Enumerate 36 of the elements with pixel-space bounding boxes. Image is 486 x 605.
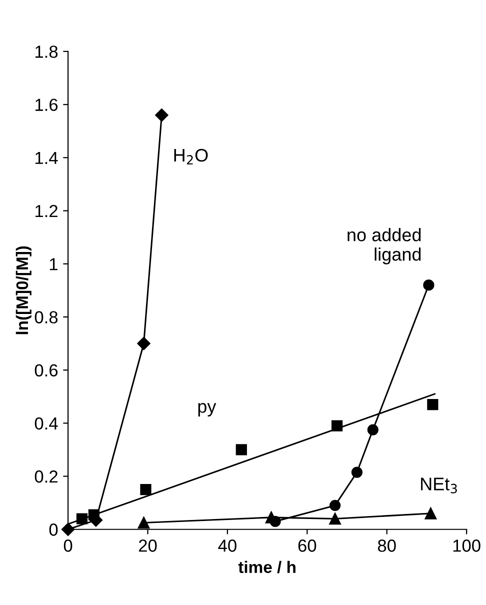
y-tick-label: 1: [50, 258, 58, 270]
y-tick-label: 1.2: [36, 204, 58, 218]
x-axis-title: time / h: [238, 560, 296, 574]
x-tick-label: 60: [298, 540, 316, 552]
point: [137, 336, 150, 350]
point: [367, 424, 378, 436]
y-tick-label: 1.8: [36, 46, 58, 58]
point: [138, 516, 150, 529]
series-label: NEt$_{3}$: [421, 478, 457, 494]
x-tick-label: 80: [378, 540, 396, 552]
point: [423, 280, 434, 291]
point: [76, 513, 88, 524]
point: [155, 108, 168, 122]
point: [424, 508, 437, 520]
point: [61, 522, 75, 536]
y-tick-label: 0.6: [34, 364, 58, 377]
series-label: H$_{2}$O: [174, 148, 208, 164]
y-tick-label: 0: [49, 524, 58, 536]
point: [427, 399, 438, 410]
series-label: no added ligand: [348, 228, 421, 264]
x-tick-label: 40: [218, 540, 236, 552]
y-tick-label: 0.4: [34, 417, 58, 430]
x-tick-label: 0: [64, 540, 72, 552]
y-tick-label: 1.6: [36, 98, 58, 111]
y-tick-label: 0.8: [34, 311, 58, 324]
point: [140, 484, 152, 496]
y-tick-label: 1.4: [36, 152, 58, 164]
x-tick-label: 20: [138, 540, 157, 552]
point: [236, 444, 247, 456]
point: [329, 512, 341, 525]
x-tick-label: 100: [453, 540, 480, 552]
series-label: py: [198, 403, 216, 416]
point: [329, 500, 341, 512]
y-axis-title: ln([M]0/[M]): [16, 246, 32, 334]
y-tick-label: 0.2: [34, 470, 58, 483]
point: [351, 466, 363, 478]
